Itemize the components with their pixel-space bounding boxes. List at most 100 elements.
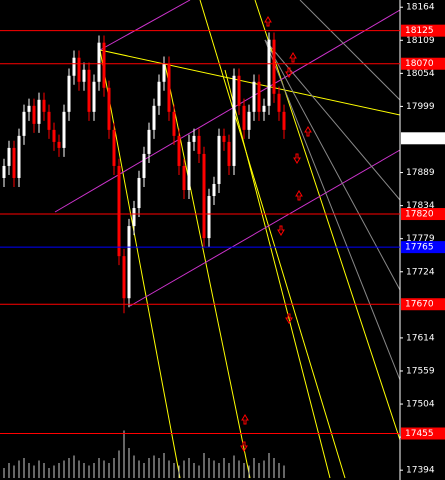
channel-line (129, 149, 401, 307)
trend-line (254, 0, 401, 441)
fan-line (264, 39, 401, 291)
y-tick-label: 17999 (406, 102, 435, 112)
candle-body (142, 153, 146, 178)
candle-body (37, 99, 41, 124)
trend-line (164, 63, 251, 479)
candle-body (102, 42, 106, 88)
candle-body (187, 141, 191, 190)
level-box (401, 298, 445, 311)
candle-body (127, 226, 131, 299)
candle-body (87, 69, 91, 112)
candle-body (12, 147, 16, 178)
candle-body (72, 57, 76, 76)
candle-body (157, 81, 161, 106)
up-arrow (241, 414, 249, 425)
candle-body (27, 105, 31, 112)
candle-body (232, 75, 236, 166)
candle-body (282, 111, 286, 130)
candle-body (52, 129, 56, 142)
channel-line (54, 9, 401, 213)
up-arrow (304, 126, 312, 137)
candle-body (117, 165, 121, 257)
down-arrow (277, 225, 285, 236)
y-tick-label: 17889 (406, 168, 435, 178)
candle-body (192, 135, 196, 142)
last-price-box (401, 132, 445, 145)
y-tick-label: 18109 (406, 36, 435, 46)
trend-line (199, 0, 346, 479)
level-label: 17670 (405, 300, 434, 310)
candle-body (97, 42, 101, 82)
level-box (401, 24, 445, 37)
candle-body (107, 87, 111, 130)
candle-body (112, 129, 116, 166)
candle-body (272, 39, 276, 94)
candle-body (82, 69, 86, 82)
price-ticks: 18164 18109 18054 17999 17889 17834 17779 17724… (400, 3, 435, 476)
level-box (401, 241, 445, 254)
candle-body (242, 105, 246, 130)
candle-body (42, 99, 46, 112)
level-box (401, 427, 445, 440)
candle-body (247, 111, 251, 130)
fan-line (264, 39, 401, 201)
candle-body (92, 81, 96, 112)
fan-line (299, 0, 401, 101)
up-arrow (295, 190, 303, 201)
candle-body (137, 177, 141, 209)
candle-body (267, 39, 271, 106)
candle-body (147, 129, 151, 154)
y-tick-label: 17394 (406, 466, 435, 476)
candle-body (162, 63, 166, 82)
down-arrow (293, 153, 301, 164)
candle-body (22, 111, 26, 136)
channel-line (99, 0, 191, 51)
y-tick-label: 17724 (406, 267, 435, 277)
level-label: 17455 (405, 429, 434, 439)
level-box (401, 57, 445, 70)
level-label: 18125 (405, 26, 434, 36)
y-tick-label: 17559 (406, 366, 435, 376)
trend-lines (54, 0, 401, 479)
candle-body (202, 153, 206, 239)
arrows (240, 16, 312, 452)
y-tick-label: 17779 (406, 234, 435, 244)
y-tick-label: 17504 (406, 400, 435, 410)
y-tick-label: 18054 (406, 69, 435, 79)
candle-body (167, 63, 171, 112)
y-tick-label: 17614 (406, 333, 435, 343)
candle-body (217, 135, 221, 184)
candle-body (2, 165, 6, 178)
down-arrow (240, 441, 248, 452)
candle-body (57, 141, 61, 148)
down-arrow (285, 67, 293, 78)
down-arrow (285, 313, 293, 324)
level-box (401, 208, 445, 221)
y-tick-label: 17834 (406, 201, 435, 211)
level-label: 17765 (405, 243, 434, 253)
up-arrow (264, 16, 272, 27)
last-price-label: 17946 (405, 134, 434, 144)
candle-body (237, 75, 241, 106)
candle-body (62, 111, 66, 148)
candle-body (177, 135, 181, 166)
candle-body (122, 256, 126, 299)
trend-line (224, 69, 331, 479)
candle-body (197, 135, 201, 154)
trend-line (99, 49, 181, 479)
candle-body (7, 147, 11, 166)
candle-body (277, 93, 281, 112)
fan-line (264, 39, 401, 381)
candle-body (207, 196, 211, 239)
candle-body (227, 141, 231, 166)
candle-body (152, 105, 156, 130)
candle-body (182, 165, 186, 190)
level-label: 18070 (405, 59, 434, 69)
candle-body (77, 57, 81, 82)
candle-body (222, 135, 226, 142)
candle-body (252, 81, 256, 112)
y-tick-label: 18164 (406, 3, 435, 13)
candle-body (262, 105, 266, 112)
candle-body (132, 208, 136, 227)
